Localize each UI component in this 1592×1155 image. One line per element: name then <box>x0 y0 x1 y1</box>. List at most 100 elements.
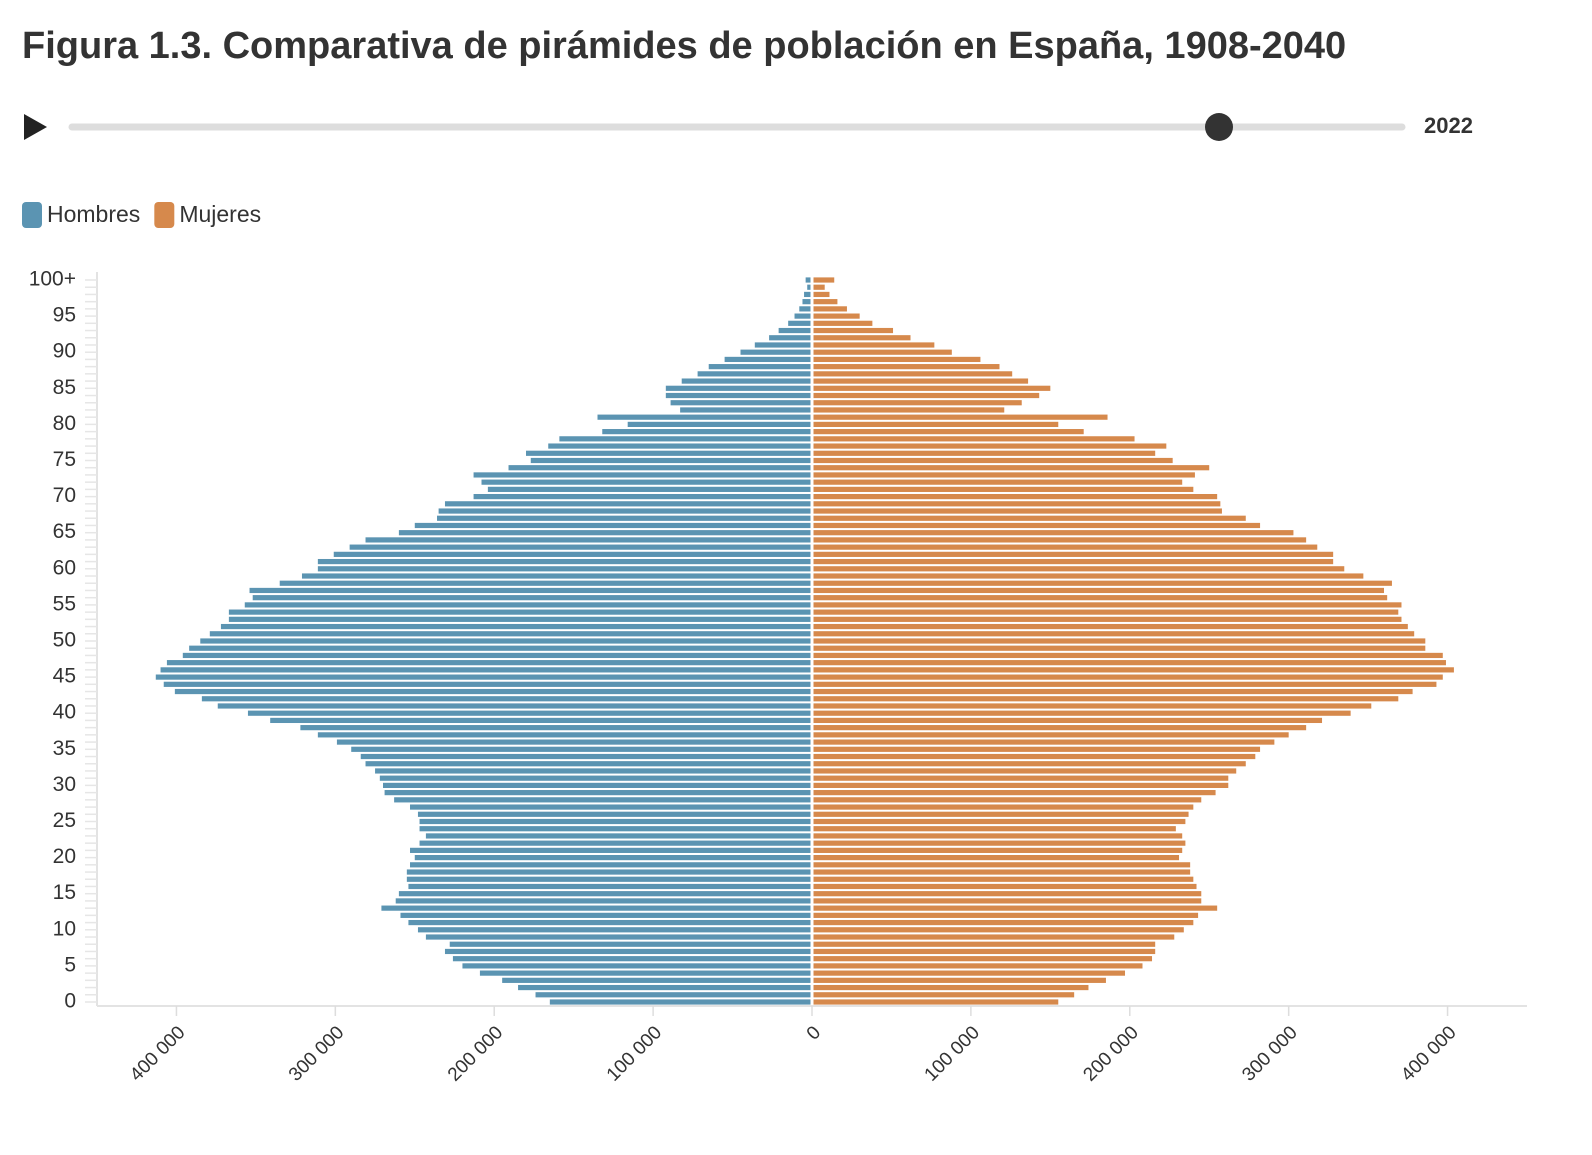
bar <box>813 667 1454 673</box>
bar <box>375 768 811 774</box>
y-tick-label: 10 <box>53 917 76 940</box>
bar <box>805 277 811 283</box>
legend: Hombres Mujeres <box>22 201 261 228</box>
y-tick-label: 75 <box>53 448 76 471</box>
bar <box>813 898 1202 904</box>
bar <box>813 327 894 334</box>
y-tick-label: 50 <box>53 629 76 652</box>
bar <box>813 530 1294 536</box>
bar <box>813 768 1237 774</box>
bar <box>597 414 811 420</box>
bar <box>813 544 1318 550</box>
bar <box>481 479 811 485</box>
bar <box>462 963 811 969</box>
bar <box>813 855 1180 861</box>
bar <box>425 833 811 839</box>
bar <box>813 472 1195 478</box>
legend-label: Hombres <box>47 201 140 227</box>
bar <box>419 818 811 825</box>
bar <box>813 443 1167 449</box>
bar <box>174 688 811 695</box>
bar <box>336 739 811 745</box>
bar <box>383 782 811 788</box>
bar <box>228 616 811 622</box>
bar <box>189 645 811 651</box>
bar <box>526 450 811 456</box>
bar <box>813 891 1202 897</box>
slider-year: 2022 <box>1424 113 1473 138</box>
bar <box>408 883 811 890</box>
bar <box>395 898 811 904</box>
bar <box>813 558 1334 565</box>
bar <box>549 999 811 1005</box>
bar <box>813 623 1408 630</box>
bar <box>349 544 811 550</box>
bar <box>813 378 1029 384</box>
bar <box>410 847 811 853</box>
bar <box>479 970 811 976</box>
bar <box>665 392 811 399</box>
bar <box>417 927 811 933</box>
bar <box>813 320 873 326</box>
bar <box>813 587 1384 594</box>
bar <box>813 732 1289 738</box>
bar <box>813 429 1084 435</box>
bar <box>444 501 811 507</box>
bar <box>220 623 811 630</box>
bar <box>813 912 1199 918</box>
bar <box>813 753 1256 760</box>
play-button[interactable] <box>24 114 47 140</box>
bar <box>813 580 1392 586</box>
bar <box>473 494 811 500</box>
slider-handle[interactable] <box>1205 113 1233 141</box>
bar <box>813 537 1307 543</box>
bar <box>406 876 811 882</box>
legend-label: Mujeres <box>179 201 261 227</box>
bar <box>438 508 811 514</box>
bar <box>813 725 1307 731</box>
bar <box>813 919 1194 926</box>
bar <box>317 732 811 738</box>
bar <box>813 299 838 305</box>
bar <box>813 551 1334 557</box>
x-tick-label: 200 000 <box>1079 1022 1142 1085</box>
bar <box>813 573 1364 579</box>
bar <box>437 515 811 521</box>
bar <box>813 638 1426 644</box>
bar <box>724 356 811 363</box>
bar <box>813 335 911 341</box>
bar <box>813 826 1176 832</box>
bar <box>398 891 811 897</box>
bar <box>813 595 1388 601</box>
y-tick-label: 20 <box>53 845 76 868</box>
bar <box>813 313 860 319</box>
bar <box>201 696 811 702</box>
bar <box>394 797 811 803</box>
chart-title: Figura 1.3. Comparativa de pirámides de … <box>22 25 1346 67</box>
bar <box>708 364 811 370</box>
bar <box>813 515 1246 521</box>
y-tick-label: 35 <box>53 737 76 760</box>
legend-swatch[interactable] <box>22 202 42 228</box>
bar <box>807 284 811 290</box>
bar <box>209 631 811 637</box>
x-tick-label: 300 000 <box>1238 1022 1301 1085</box>
bar <box>813 414 1108 420</box>
bar <box>200 638 811 644</box>
bar <box>813 681 1437 687</box>
bar <box>813 948 1156 955</box>
y-tick-label: 25 <box>53 809 76 832</box>
bar <box>384 790 811 796</box>
bar <box>425 934 811 940</box>
bar <box>217 703 811 709</box>
bar <box>813 833 1183 839</box>
bar <box>813 999 1059 1005</box>
bar <box>813 486 1194 492</box>
bar <box>548 443 811 449</box>
legend-swatch[interactable] <box>154 202 175 228</box>
bar <box>813 970 1126 976</box>
bar <box>794 313 811 319</box>
bar <box>813 364 1000 370</box>
bar <box>508 465 811 471</box>
